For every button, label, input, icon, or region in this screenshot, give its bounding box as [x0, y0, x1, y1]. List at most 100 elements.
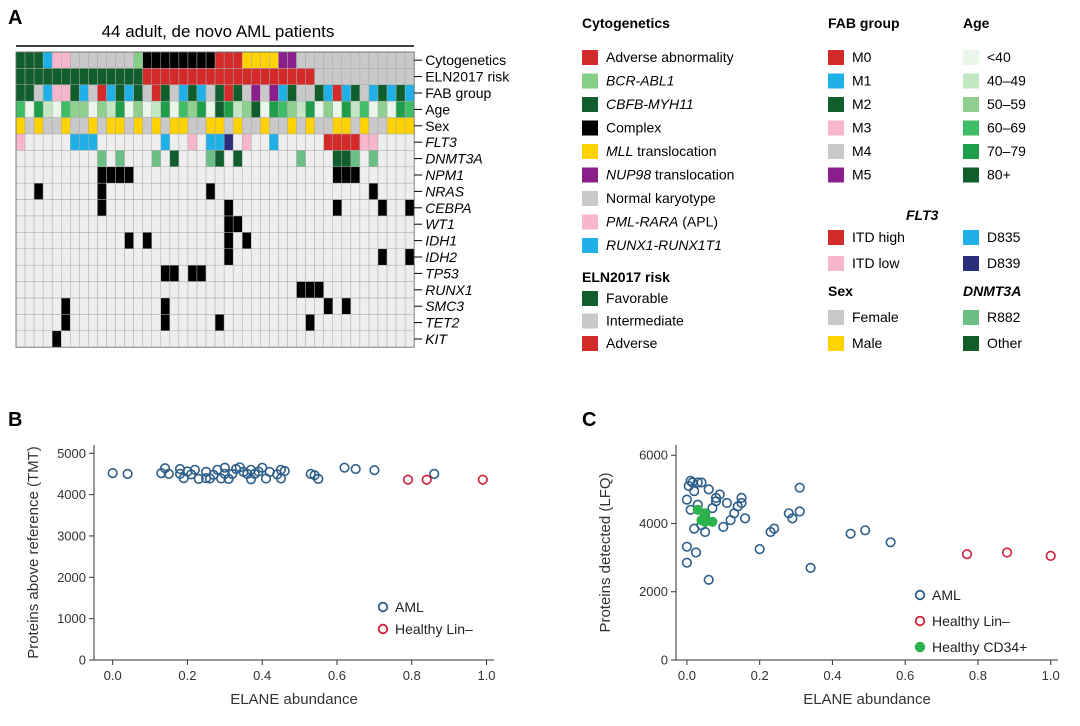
oncoprint-cell [386, 84, 397, 102]
oncoprint-cell [97, 150, 107, 168]
oncoprint-cell [296, 51, 306, 69]
oncoprint-cell [15, 68, 26, 86]
oncoprint-cell [205, 166, 216, 184]
data-point-aml [845, 528, 856, 539]
oncoprint-cell [296, 100, 306, 118]
oncoprint-cell [97, 100, 107, 118]
oncoprint-cell [251, 51, 261, 69]
oncoprint-cell [323, 297, 334, 315]
oncoprint-cell [142, 215, 152, 233]
oncoprint-cell [97, 84, 107, 102]
oncoprint-cell [124, 68, 134, 86]
oncoprint-cell [133, 281, 143, 299]
legend-swatch [828, 256, 844, 271]
oncoprint-cell [242, 215, 252, 233]
data-point-aml [769, 523, 780, 534]
oncoprint-cell [97, 232, 107, 250]
oncoprint-cell [42, 100, 53, 118]
oncoprint-cell [287, 150, 297, 168]
legend-swatch [582, 313, 598, 329]
oncoprint-cell [178, 232, 189, 250]
oncoprint-cell [42, 199, 53, 217]
oncoprint-cell [15, 199, 26, 217]
oncoprint-cell [115, 51, 125, 69]
oncoprint-cell [232, 133, 243, 151]
oncoprint-cell [251, 133, 261, 151]
oncoprint-cell [15, 51, 26, 69]
oncoprint-cell [124, 281, 134, 299]
oncoprint-cell [350, 68, 361, 86]
oncoprint-cell [42, 281, 53, 299]
oncoprint-cell [151, 51, 162, 69]
oncoprint-cell [368, 150, 379, 168]
y-tick-label: 3000 [57, 528, 86, 543]
oncoprint-cell [296, 68, 306, 86]
oncoprint-cell [341, 84, 352, 102]
oncoprint-cell [178, 84, 189, 102]
oncoprint-cell [42, 330, 53, 348]
oncoprint-cell [178, 150, 189, 168]
oncoprint-cell [142, 199, 152, 217]
oncoprint-cell [278, 166, 288, 184]
oncoprint-cell [242, 199, 252, 217]
data-point-aml [193, 473, 204, 485]
oncoprint-cell [323, 117, 334, 135]
oncoprint-cell [395, 232, 406, 250]
oncoprint-cell [377, 199, 388, 217]
oncoprint-cell [386, 199, 397, 217]
oncoprint-cell [377, 84, 388, 102]
legend-title: Age [963, 15, 990, 31]
legend-label: M4 [852, 143, 872, 159]
oncoprint-cell [33, 264, 44, 282]
oncoprint-cell [106, 100, 116, 118]
oncoprint-cell [242, 281, 252, 299]
oncoprint-cell [187, 68, 198, 86]
oncoprint-cell [260, 264, 270, 282]
oncoprint-cell [314, 133, 324, 151]
oncoprint-cell [314, 297, 324, 315]
oncoprint-cell [187, 199, 198, 217]
oncoprint-cell [142, 330, 152, 348]
oncoprint-cell [278, 297, 288, 315]
oncoprint-cell [232, 68, 243, 86]
oncoprint-cell [386, 68, 397, 86]
oncoprint-cell [368, 68, 379, 86]
oncoprint-cell [196, 281, 207, 299]
oncoprint-cell [386, 150, 397, 168]
oncoprint-cell [395, 51, 406, 69]
oncoprint-cell [115, 150, 125, 168]
oncoprint-cell [278, 248, 288, 266]
oncoprint-cell [106, 133, 116, 151]
oncoprint-cell [15, 84, 26, 102]
oncoprint-cell [205, 281, 216, 299]
oncoprint-cell [404, 297, 415, 315]
oncoprint-cell [350, 166, 361, 184]
oncoprint-cell [223, 330, 234, 348]
y-tick-label: 4000 [57, 487, 86, 502]
oncoprint-cell [51, 117, 62, 135]
oncoprint-cell [205, 51, 216, 69]
oncoprint-cell [386, 117, 397, 135]
oncoprint-cell [88, 117, 98, 135]
oncoprint-cell [169, 215, 180, 233]
data-point-healthy-lin- [421, 474, 432, 485]
data-point-aml [703, 574, 714, 585]
oncoprint-cell [133, 297, 143, 315]
oncoprint-cell [359, 150, 370, 168]
oncoprint-cell [278, 182, 288, 200]
oncoprint-cell [187, 182, 198, 200]
oncoprint-cell [377, 68, 388, 86]
legend-swatch [582, 73, 598, 89]
oncoprint-cell [106, 51, 116, 69]
oncoprint-cell [377, 330, 388, 348]
oncoprint-cell [24, 150, 35, 168]
data-point-aml [805, 562, 816, 574]
legend-swatch [963, 144, 979, 159]
oncoprint-cell [97, 199, 107, 217]
oncoprint-cell [97, 264, 107, 282]
oncoprint-cell [187, 264, 198, 282]
legend-swatch [963, 73, 979, 89]
oncoprint-cell [33, 314, 44, 332]
oncoprint-cell [178, 297, 189, 315]
